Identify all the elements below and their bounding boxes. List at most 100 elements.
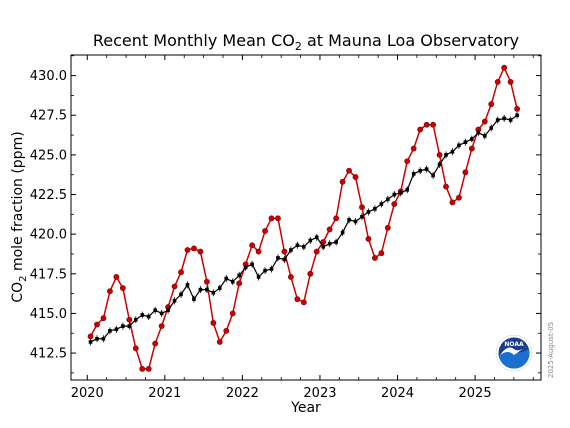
data-point — [321, 245, 326, 249]
data-point — [101, 336, 106, 341]
x-tick-label: 2024 — [381, 386, 414, 401]
data-point — [347, 218, 351, 222]
y-tick-label: 422.5 — [30, 188, 67, 203]
data-point — [404, 158, 411, 165]
data-point — [119, 285, 126, 291]
data-point — [462, 169, 469, 176]
data-point — [145, 366, 152, 372]
data-point — [211, 291, 216, 295]
data-point — [113, 274, 120, 280]
data-point — [184, 247, 191, 253]
data-point — [378, 250, 385, 257]
data-point — [87, 333, 94, 340]
data-point — [379, 202, 384, 206]
data-point — [198, 287, 203, 292]
data-point — [229, 310, 236, 317]
chart-title: Recent Monthly Mean CO2 at Mauna Loa Obs… — [93, 31, 519, 53]
data-point — [108, 329, 112, 333]
data-point — [314, 235, 319, 240]
data-point — [114, 327, 119, 332]
series-line — [89, 65, 518, 370]
data-point — [494, 79, 501, 85]
data-point — [352, 174, 359, 180]
data-point — [276, 256, 280, 260]
data-point — [287, 274, 294, 280]
data-point — [127, 324, 132, 328]
data-point — [171, 283, 178, 290]
data-point — [210, 320, 217, 326]
data-point — [223, 327, 230, 334]
data-point — [192, 297, 196, 301]
data-point — [158, 323, 165, 329]
data-point — [384, 224, 391, 231]
data-point — [121, 324, 125, 328]
data-point — [294, 296, 301, 303]
data-point — [256, 275, 261, 279]
data-point — [269, 267, 274, 271]
data-point — [360, 214, 364, 219]
data-point — [482, 134, 487, 138]
data-point — [126, 316, 133, 323]
data-point — [373, 206, 377, 211]
data-point — [94, 321, 100, 328]
data-point — [302, 245, 306, 249]
data-point — [203, 278, 210, 285]
data-point — [514, 106, 520, 112]
data-point — [410, 145, 417, 152]
x-tick-label: 2025 — [459, 386, 492, 401]
data-point — [308, 238, 313, 243]
data-point — [289, 248, 293, 252]
data-point — [468, 145, 475, 152]
data-point — [263, 268, 267, 273]
data-point — [197, 248, 204, 255]
data-point — [224, 276, 229, 281]
data-point — [172, 298, 177, 303]
data-point — [153, 308, 157, 313]
plot-frame — [70, 54, 542, 381]
data-point — [88, 340, 93, 344]
data-point — [185, 283, 190, 287]
data-point — [489, 126, 494, 130]
data-point — [295, 243, 300, 248]
series-layer — [87, 64, 520, 372]
data-point — [243, 265, 248, 270]
data-point — [411, 172, 416, 176]
data-point — [450, 149, 455, 154]
data-point — [139, 366, 146, 372]
data-point — [346, 167, 352, 174]
data-point — [307, 270, 314, 277]
series-monthly-mean — [87, 64, 520, 372]
y-tick-label: 420.0 — [30, 228, 67, 243]
data-point — [405, 187, 410, 192]
data-point — [250, 262, 254, 267]
data-point — [262, 228, 268, 234]
data-point — [444, 153, 448, 157]
data-point — [437, 162, 442, 167]
data-point — [340, 230, 345, 235]
data-point — [205, 287, 209, 292]
data-point — [436, 151, 443, 158]
data-point — [423, 121, 430, 128]
y-tick-label: 425.0 — [30, 148, 67, 163]
data-point — [391, 201, 398, 207]
data-point — [166, 308, 170, 313]
data-point — [281, 248, 288, 255]
y-tick-label: 417.5 — [30, 267, 67, 282]
data-point — [300, 299, 307, 306]
data-point — [431, 173, 435, 178]
x-tick-label: 2020 — [71, 386, 104, 401]
data-point — [418, 168, 422, 173]
data-point — [178, 269, 184, 276]
data-point — [449, 199, 456, 206]
data-point — [417, 126, 424, 133]
data-point — [236, 280, 243, 287]
data-point — [366, 210, 371, 214]
data-point — [268, 215, 275, 222]
data-point — [488, 101, 495, 108]
data-point — [495, 118, 500, 122]
data-point — [249, 242, 256, 249]
data-point — [146, 314, 151, 319]
data-point — [107, 288, 113, 295]
y-tick-label: 427.5 — [30, 109, 67, 124]
data-point — [508, 118, 513, 122]
